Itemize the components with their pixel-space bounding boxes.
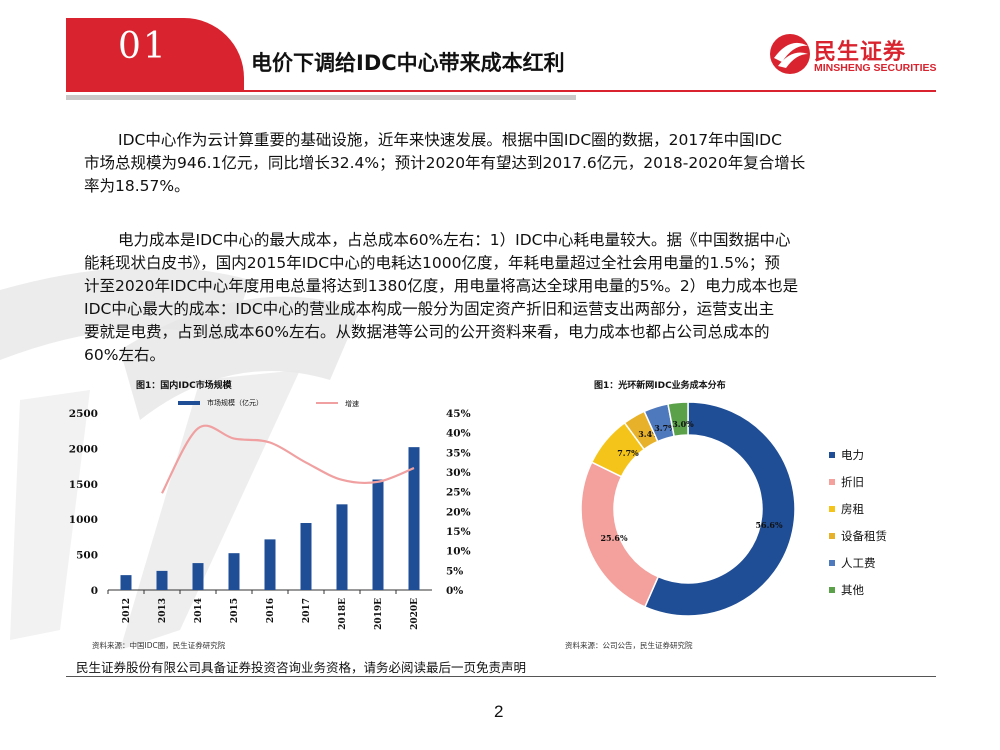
bar-2015 <box>228 553 240 590</box>
paragraph-line: 电力成本是IDC中心的最大成本，占总成本60%左右：1）IDC中心耗电量较大。据… <box>118 231 791 249</box>
company-logo: 民生证券 MINSHENG SECURITIES <box>768 32 938 82</box>
x-tick-label: 2014 <box>194 598 204 623</box>
y-right-tick-label: 30% <box>446 467 471 479</box>
chart-source-cost-distribution: 资料来源：公司公告，民生证券研究院 <box>565 641 693 650</box>
x-tick-label: 2020E <box>410 598 420 630</box>
paragraph-line: 要就是电费，占到总成本60%左右。从数据港等公司的公开资料来看，电力成本也都占公… <box>84 323 770 341</box>
bar-2019E <box>372 479 384 590</box>
x-tick-label: 2015 <box>230 598 240 623</box>
y-right-tick-label: 5% <box>446 565 463 577</box>
x-tick-label: 2019E <box>374 598 384 630</box>
x-tick-label: 2012 <box>122 598 132 623</box>
y-right-tick-label: 45% <box>446 408 471 420</box>
donut-slice-0 <box>643 401 796 617</box>
bar-2013 <box>156 570 168 590</box>
donut-slice-3 <box>623 410 659 451</box>
bar-2017 <box>300 523 312 590</box>
y-left-tick-label: 0 <box>91 585 98 597</box>
footer-disclaimer: 民生证券股份有限公司具备证券投资咨询业务资格，请务必阅读最后一页免责声明 <box>76 660 527 675</box>
y-right-tick-label: 20% <box>446 506 471 518</box>
paragraph-line: IDC中心作为云计算重要的基础设施，近年来快速发展。根据中国IDC圈的数据，20… <box>118 131 782 149</box>
legend-label-3: 设备租赁 <box>841 529 887 543</box>
chart-source-idc-market: 资料来源：中国IDC圈，民生证券研究院 <box>92 641 226 650</box>
growth-rate-line <box>161 424 415 494</box>
donut-slice-label: 3.7% <box>654 423 676 433</box>
y-right-tick-label: 15% <box>446 526 471 538</box>
legend-swatch-3 <box>829 533 835 539</box>
legend-swatch-2 <box>829 506 835 512</box>
legend-swatch-0 <box>829 452 835 458</box>
paragraph-line: 率为18.57%。 <box>84 177 190 195</box>
donut-slice-label: 7.7% <box>617 448 639 458</box>
legend-label-0: 电力 <box>841 448 864 462</box>
x-tick-label: 2017 <box>302 598 312 623</box>
donut-slice-5 <box>667 401 689 438</box>
legend-label-4: 人工费 <box>841 556 876 570</box>
logo-name-cn: 民生证券 <box>814 40 907 65</box>
chart-title-cost-distribution: 图1：光环新网IDC业务成本分布 <box>594 381 726 391</box>
legend-label-2: 房租 <box>841 502 864 516</box>
y-left-tick-label: 1500 <box>69 479 98 491</box>
bar-2012 <box>120 575 132 590</box>
page-title: 电价下调给IDC中心带来成本红利 <box>251 51 565 75</box>
paragraph-power-cost: 电力成本是IDC中心的最大成本，占总成本60%左右：1）IDC中心耗电量较大。据… <box>84 229 944 367</box>
footer-divider <box>66 676 936 677</box>
section-number: 01 <box>118 26 168 67</box>
paragraph-line: 60%左右。 <box>84 346 165 364</box>
bar-2014 <box>192 563 204 590</box>
paragraph-idc-market: IDC中心作为云计算重要的基础设施，近年来快速发展。根据中国IDC圈的数据，20… <box>84 129 944 198</box>
logo-name-en: MINSHENG SECURITIES <box>814 62 937 74</box>
bar-2016 <box>264 539 276 590</box>
header-divider-gray <box>66 95 576 100</box>
page-number: 2 <box>494 702 504 721</box>
legend-line-label: 增速 <box>345 399 359 408</box>
donut-slice-label: 3.4% <box>638 429 660 439</box>
bar-2020E <box>408 447 420 590</box>
logo-emblem-icon <box>770 34 810 74</box>
legend-swatch-4 <box>829 560 835 566</box>
x-tick-label: 2016 <box>266 598 276 623</box>
legend-swatch-5 <box>829 587 835 593</box>
y-left-tick-label: 1000 <box>69 514 98 526</box>
legend-label-5: 其他 <box>841 583 864 597</box>
paragraph-line: 市场总规模为946.1亿元，同比增长32.4%；预计2020年有望达到2017.… <box>84 154 806 172</box>
y-right-tick-label: 0% <box>446 585 463 597</box>
y-right-tick-label: 25% <box>446 487 471 499</box>
donut-slice-1 <box>580 461 660 608</box>
donut-slice-label: 3.0% <box>672 419 694 429</box>
donut-slice-label: 25.6% <box>600 533 627 543</box>
legend-swatch-1 <box>829 479 835 485</box>
y-right-tick-label: 40% <box>446 428 471 440</box>
section-tab <box>66 18 244 90</box>
paragraph-line: 能耗现状白皮书》，国内2015年IDC中心的电耗达1000亿度，年耗电量超过全社… <box>84 254 780 272</box>
bar-2018E <box>336 504 348 590</box>
legend-label-1: 折旧 <box>841 475 864 489</box>
y-left-tick-label: 2500 <box>69 408 98 420</box>
y-left-tick-label: 500 <box>76 550 98 562</box>
paragraph-line: 计至2020年IDC中心年度用电总量将达到1380亿度，用电量将高达全球用电量的… <box>84 277 799 295</box>
legend-bar-label: 市场规模（亿元） <box>207 398 263 407</box>
donut-slice-label: 56.6% <box>755 520 782 530</box>
header-divider-red <box>66 90 936 92</box>
y-right-tick-label: 10% <box>446 546 471 558</box>
donut-slice-4 <box>643 403 676 443</box>
y-left-tick-label: 2000 <box>69 443 98 455</box>
x-tick-label: 2013 <box>158 598 168 623</box>
donut-slice-2 <box>590 421 646 478</box>
chart-title-idc-market: 图1：国内IDC市场规模 <box>136 381 232 391</box>
x-tick-label: 2018E <box>338 598 348 630</box>
paragraph-line: IDC中心最大的成本：IDC中心的营业成本构成一般分为固定资产折旧和运营支出两部… <box>84 300 775 318</box>
y-right-tick-label: 35% <box>446 447 471 459</box>
legend-bar-swatch <box>178 401 200 405</box>
